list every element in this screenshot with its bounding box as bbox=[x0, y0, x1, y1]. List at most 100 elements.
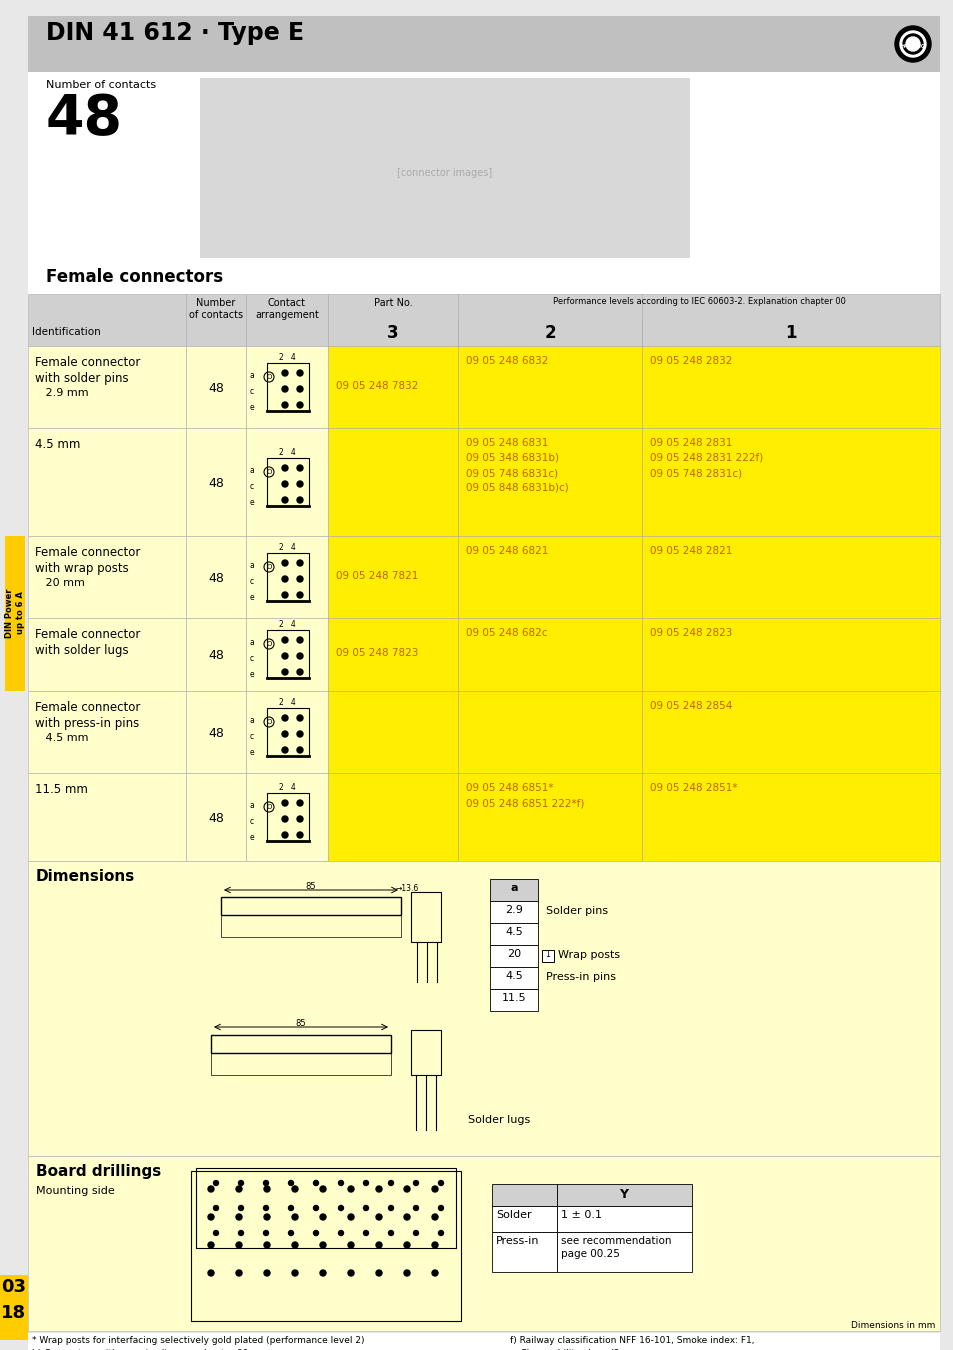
Bar bbox=[328, 428, 457, 536]
Bar bbox=[267, 458, 309, 506]
Circle shape bbox=[282, 747, 288, 753]
Text: 09 05 248 6851*: 09 05 248 6851* bbox=[465, 783, 553, 792]
Circle shape bbox=[314, 1230, 318, 1235]
Bar bbox=[186, 428, 246, 536]
Text: 11.5 mm: 11.5 mm bbox=[35, 783, 88, 796]
Circle shape bbox=[282, 576, 288, 582]
Text: 18: 18 bbox=[2, 1304, 27, 1322]
Bar bbox=[246, 294, 328, 346]
Circle shape bbox=[292, 1242, 297, 1247]
Circle shape bbox=[363, 1206, 368, 1211]
Bar bbox=[186, 618, 246, 691]
Circle shape bbox=[213, 1180, 218, 1185]
Text: Female connector: Female connector bbox=[35, 545, 140, 559]
Circle shape bbox=[264, 1214, 270, 1220]
Circle shape bbox=[296, 716, 303, 721]
Text: a: a bbox=[250, 466, 254, 475]
Text: 2   4: 2 4 bbox=[278, 543, 295, 552]
Circle shape bbox=[296, 593, 303, 598]
Text: c: c bbox=[250, 653, 253, 663]
Circle shape bbox=[403, 1242, 410, 1247]
Circle shape bbox=[282, 716, 288, 721]
Bar bbox=[246, 774, 328, 861]
Bar bbox=[28, 294, 186, 346]
Text: 3: 3 bbox=[387, 324, 398, 342]
Circle shape bbox=[375, 1242, 381, 1247]
Circle shape bbox=[282, 497, 288, 504]
Circle shape bbox=[282, 637, 288, 643]
Text: with wrap posts: with wrap posts bbox=[35, 562, 129, 575]
Circle shape bbox=[296, 464, 303, 471]
Circle shape bbox=[292, 1187, 297, 1192]
Text: 85: 85 bbox=[305, 882, 316, 891]
Text: * Wrap posts for interfacing selectively gold plated (performance level 2): * Wrap posts for interfacing selectively… bbox=[32, 1336, 364, 1345]
Circle shape bbox=[282, 386, 288, 391]
Text: 09 05 248 6821: 09 05 248 6821 bbox=[465, 545, 548, 556]
Circle shape bbox=[264, 1187, 270, 1192]
Text: c: c bbox=[250, 482, 253, 491]
Text: DIN Power
up to 6 A: DIN Power up to 6 A bbox=[5, 589, 26, 637]
Circle shape bbox=[432, 1242, 437, 1247]
Text: 09 05 248 7821: 09 05 248 7821 bbox=[335, 571, 418, 580]
Circle shape bbox=[282, 370, 288, 377]
Text: Mounting side: Mounting side bbox=[36, 1187, 114, 1196]
Bar bbox=[641, 294, 939, 346]
Text: O: O bbox=[266, 564, 272, 570]
Text: 1 ± 0.1: 1 ± 0.1 bbox=[560, 1210, 601, 1220]
Bar bbox=[186, 691, 246, 774]
Bar bbox=[490, 990, 537, 1011]
Text: 09 05 248 6851 222*f): 09 05 248 6851 222*f) bbox=[465, 798, 584, 809]
Circle shape bbox=[208, 1214, 213, 1220]
Text: 2   4: 2 4 bbox=[278, 698, 295, 707]
Bar bbox=[186, 774, 246, 861]
Circle shape bbox=[296, 497, 303, 504]
Circle shape bbox=[296, 386, 303, 391]
Text: 48: 48 bbox=[208, 728, 224, 740]
Text: a: a bbox=[250, 801, 254, 810]
Circle shape bbox=[282, 730, 288, 737]
Circle shape bbox=[264, 1270, 270, 1276]
Text: e: e bbox=[250, 593, 254, 602]
Bar bbox=[411, 892, 440, 942]
Text: 09 05 748 6831c): 09 05 748 6831c) bbox=[465, 468, 558, 478]
Text: O: O bbox=[266, 720, 272, 725]
Bar bbox=[492, 1184, 557, 1206]
Text: e: e bbox=[250, 748, 254, 757]
Circle shape bbox=[296, 815, 303, 822]
Text: 85: 85 bbox=[295, 1019, 306, 1027]
Circle shape bbox=[403, 1187, 410, 1192]
Circle shape bbox=[403, 1270, 410, 1276]
Text: 11.5: 11.5 bbox=[501, 994, 526, 1003]
Bar bbox=[211, 1053, 391, 1075]
Text: 09 05 248 2832: 09 05 248 2832 bbox=[649, 356, 732, 366]
Text: 09 05 748 2831c): 09 05 748 2831c) bbox=[649, 468, 741, 478]
Bar bbox=[211, 1035, 391, 1053]
Circle shape bbox=[238, 1206, 243, 1211]
Circle shape bbox=[388, 1230, 393, 1235]
Circle shape bbox=[296, 832, 303, 838]
Text: c: c bbox=[250, 576, 253, 586]
Bar bbox=[28, 774, 186, 861]
Text: 4.5: 4.5 bbox=[504, 927, 522, 937]
Text: Solder lugs: Solder lugs bbox=[468, 1115, 530, 1125]
Text: 48: 48 bbox=[46, 92, 123, 146]
Text: with solder lugs: with solder lugs bbox=[35, 644, 129, 657]
Circle shape bbox=[263, 1180, 268, 1185]
Bar bbox=[5, 536, 25, 691]
Circle shape bbox=[413, 1206, 418, 1211]
Circle shape bbox=[296, 370, 303, 377]
Text: 09 05 248 2854: 09 05 248 2854 bbox=[649, 701, 732, 711]
Bar bbox=[28, 346, 186, 428]
Text: 48: 48 bbox=[208, 572, 224, 585]
Bar bbox=[457, 618, 641, 691]
Text: Number
of contacts: Number of contacts bbox=[189, 298, 243, 320]
Text: 20: 20 bbox=[506, 949, 520, 958]
Text: Part No.: Part No. bbox=[374, 298, 412, 308]
Text: Female connector: Female connector bbox=[35, 356, 140, 369]
Bar bbox=[0, 1274, 28, 1341]
Bar bbox=[457, 536, 641, 618]
Text: see recommendation
page 00.25: see recommendation page 00.25 bbox=[560, 1237, 671, 1260]
Circle shape bbox=[438, 1180, 443, 1185]
Text: a: a bbox=[250, 639, 254, 647]
Bar bbox=[195, 1168, 456, 1247]
